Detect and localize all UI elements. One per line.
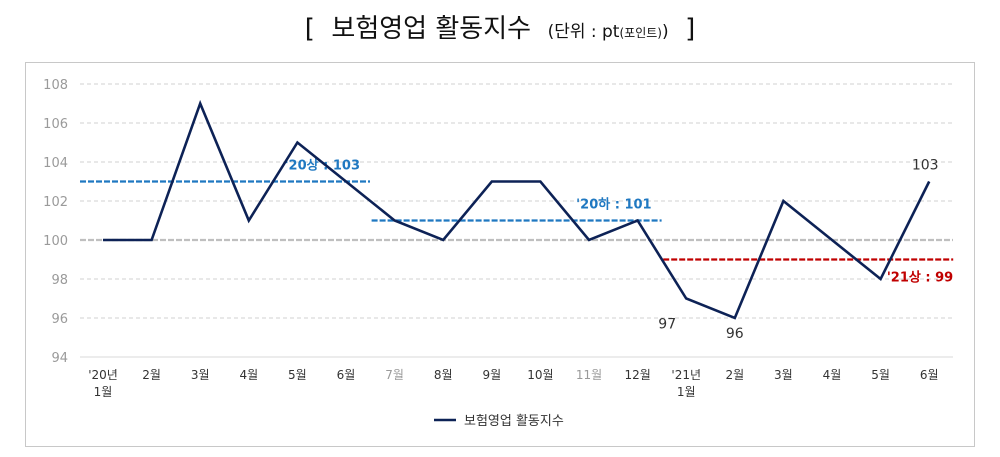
x-tick-label: 11월 xyxy=(576,368,602,382)
x-tick-label: 5월 xyxy=(871,368,890,382)
data-label: 96 xyxy=(726,326,744,342)
x-tick-label: 8월 xyxy=(434,368,453,382)
y-tick-label: 98 xyxy=(51,273,68,288)
x-tick-label: 2월 xyxy=(725,368,744,382)
x-tick-label: '21년 1월 xyxy=(671,368,701,399)
x-tick-label: 7월 xyxy=(385,368,404,382)
chart-frame xyxy=(25,62,975,447)
x-tick-label: 12월 xyxy=(624,368,650,382)
y-tick-label: 104 xyxy=(43,156,68,171)
series-line xyxy=(103,99,931,320)
legend-label: 보험영업 활동지수 xyxy=(464,414,564,429)
x-tick-label: '20년 1월 xyxy=(88,368,118,399)
x-tick-label: 4월 xyxy=(239,368,258,382)
x-tick-label: 10월 xyxy=(527,368,553,382)
data-label: 97 xyxy=(658,317,676,333)
x-tick-label: 3월 xyxy=(774,368,793,382)
y-tick-label: 100 xyxy=(43,234,68,249)
x-tick-label: 3월 xyxy=(191,368,210,382)
y-tick-label: 94 xyxy=(51,351,68,366)
y-tick-label: 96 xyxy=(51,312,68,327)
y-tick-label: 102 xyxy=(43,195,68,210)
x-tick-label: 6월 xyxy=(920,368,939,382)
reference-label: '20상 : 103 xyxy=(285,159,360,174)
x-tick-label: 4월 xyxy=(823,368,842,382)
data-label: 103 xyxy=(912,158,939,174)
x-tick-label: 2월 xyxy=(142,368,161,382)
chart-title: [ 보험영업 활동지수 (단위 : pt(포인트)) ] xyxy=(304,14,696,44)
reference-label: '20하 : 101 xyxy=(576,197,651,213)
title-text: 보험영업 활동지수 xyxy=(331,14,532,44)
y-tick-label: 106 xyxy=(43,117,68,132)
unit-label: (단위 : pt(포인트)) xyxy=(547,22,669,42)
x-tick-label: 6월 xyxy=(337,368,356,382)
x-tick-label: 5월 xyxy=(288,368,307,382)
x-tick-label: 9월 xyxy=(482,368,501,382)
reference-label: '21상 : 99 xyxy=(887,271,953,286)
y-tick-label: 108 xyxy=(43,78,68,93)
